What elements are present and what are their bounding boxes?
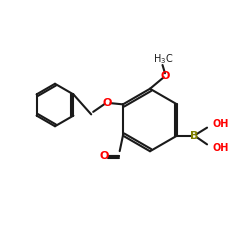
Text: OH: OH [212,119,228,129]
Text: H$_3$C: H$_3$C [154,52,174,66]
Text: O: O [103,98,112,108]
Text: B: B [190,130,199,140]
Text: OH: OH [212,143,228,153]
Text: O: O [100,150,109,160]
Text: O: O [160,71,170,81]
